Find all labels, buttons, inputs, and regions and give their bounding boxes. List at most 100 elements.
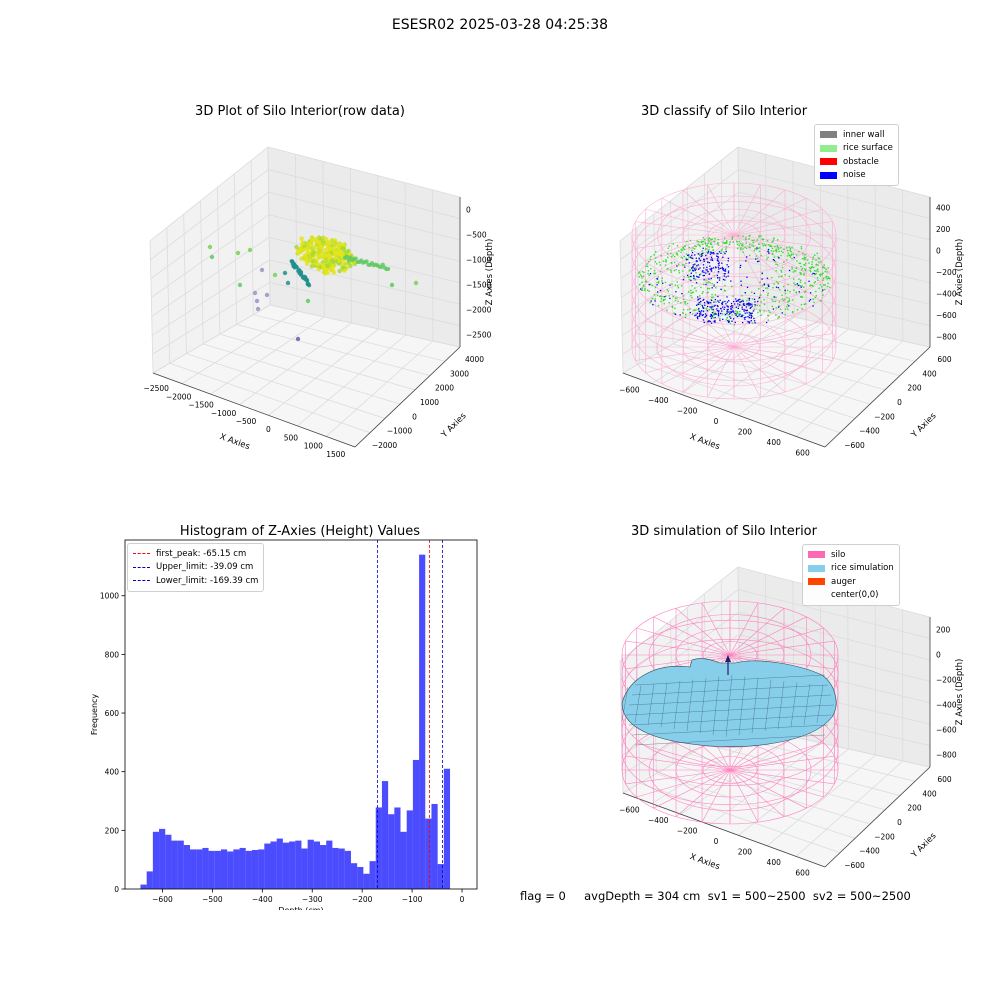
data-point [307,255,312,261]
x-tick-label: 200 [738,428,753,437]
data-point [779,289,781,291]
data-point [724,290,726,292]
data-point [705,283,707,286]
data-point [798,251,800,253]
classify-3d-plot: −600−400−2000200400600−600−400−200020040… [619,146,965,458]
z-tick-label: 0 [936,651,941,660]
data-point [766,258,768,260]
data-point [800,286,802,288]
data-point [762,245,764,247]
data-point [793,282,795,284]
data-point [727,257,730,260]
data-point [772,238,775,240]
data-point [704,238,706,241]
data-point [703,283,705,286]
data-point [705,248,707,251]
data-point [689,239,692,242]
data-point [759,310,761,313]
data-point [254,298,260,304]
data-point [777,317,779,319]
data-point [786,249,789,252]
data-point [709,253,712,255]
data-point [726,309,729,311]
data-point [668,295,670,297]
data-point [768,309,770,312]
data-point [389,282,395,288]
data-point [295,336,301,342]
data-point [688,254,690,256]
data-point [829,277,831,279]
data-point [734,303,736,305]
data-point [775,296,777,299]
data-point [695,304,698,306]
data-point [705,269,707,271]
data-point [759,281,761,283]
data-point [736,315,739,318]
data-point [808,267,811,269]
data-point [775,286,778,288]
rice-simulation-shape [621,658,837,748]
data-point [684,313,687,316]
data-point [684,266,686,268]
data-point [305,298,311,304]
data-point [692,247,694,249]
data-point [763,298,765,301]
data-point [727,275,729,277]
data-point [660,295,662,298]
data-point [678,250,680,252]
data-point [778,250,780,253]
y-tick-label: 200 [105,826,120,835]
data-point [725,303,727,305]
data-point [724,252,726,255]
data-point [737,305,740,308]
x-tick-label: −600 [152,895,173,904]
data-point [713,283,715,286]
data-point [691,266,694,269]
data-point [770,245,773,248]
data-point [736,300,738,302]
data-point [332,251,338,256]
histogram-bar [202,847,209,889]
data-point [696,312,699,314]
data-point [756,239,758,241]
data-point [800,303,803,306]
data-point [729,311,731,313]
histogram-bar [375,807,382,889]
data-point [765,287,767,289]
data-point [811,261,813,263]
data-point [665,260,667,262]
data-point [809,292,812,294]
data-point [751,298,754,300]
histogram-bar [233,849,240,889]
data-point [722,318,724,321]
data-point [720,250,723,252]
data-point [706,300,708,303]
data-point [739,304,741,306]
data-point [294,244,299,250]
data-point [745,306,747,308]
data-point [690,275,693,278]
histogram-bar [406,810,413,889]
y-axis-line [824,346,931,448]
data-point [818,261,820,263]
data-point [743,309,745,311]
data-point [740,284,743,286]
data-point [767,292,769,295]
y-tick-label: −200 [874,832,895,841]
legend-item-first-peak: first_peak: -65.15 cm [133,547,258,561]
x-tick-label: −500 [236,417,257,426]
data-point [706,257,708,260]
data-point [692,266,695,269]
data-point [647,270,650,272]
data-point [750,316,752,319]
data-point [654,251,657,253]
histogram-bar [344,850,351,889]
data-point [667,247,669,249]
histogram-bar [227,851,234,889]
data-point [793,289,795,291]
data-point [719,317,721,320]
data-point [710,277,712,280]
data-point [769,245,771,247]
data-point [710,259,712,261]
data-point [696,240,698,242]
